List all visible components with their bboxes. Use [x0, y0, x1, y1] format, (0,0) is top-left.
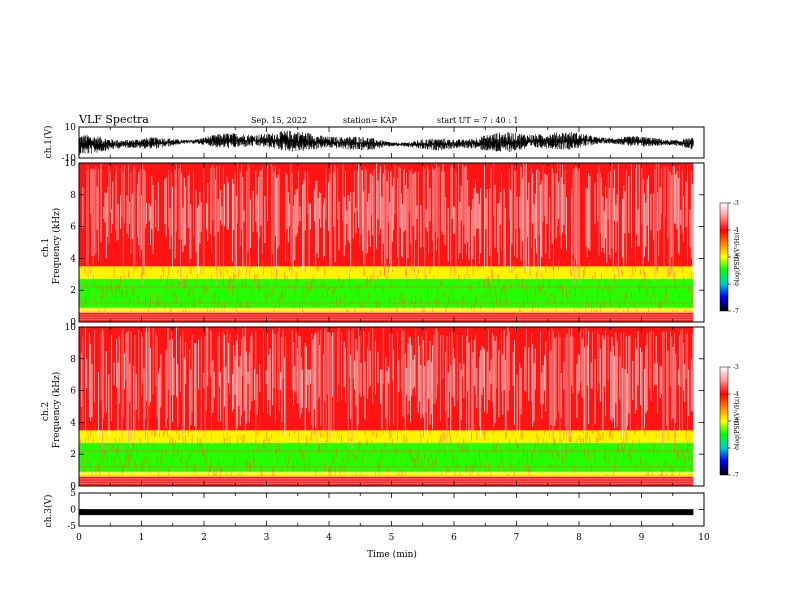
ch1-colorbar-label: log(PSD)(V²/Hz): [734, 233, 741, 282]
ch2-spectrogram-panel: 0 2 4 6 8 10: [65, 323, 705, 492]
date-label: Sep. 15, 2022: [251, 116, 307, 125]
station-label: station= KAP: [343, 116, 398, 125]
y-tick-label: 5: [70, 489, 76, 499]
colorbar-tick-label: -7: [733, 308, 739, 315]
y-tick-label: -5: [67, 522, 76, 532]
x-tick-label: 9: [639, 533, 645, 543]
ch3-waveform-trace: [79, 509, 694, 516]
y-tick-label: 4: [70, 418, 76, 428]
ch1-waveform-panel: 10 -10: [62, 123, 705, 164]
colorbar-tick-label: -3: [733, 200, 739, 207]
colorbar-tick-label: -7: [733, 472, 739, 479]
ch3-waveform-panel: 50-50 1 2 3 4 5 6 7 8 9 10: [67, 489, 710, 543]
psd-floor-band: [79, 478, 694, 486]
y-tick-label: 8: [70, 191, 76, 201]
ch2-colorbar: -3 -4 -5 -6 -7 log(PSD)(V²/Hz): [719, 364, 741, 479]
colorbar-tick-label: -6: [733, 281, 739, 288]
ch2-colorbar-label: log(PSD)(V²/Hz): [734, 397, 741, 446]
time-axis-label: Time (min): [367, 549, 417, 560]
y-tick-label: 6: [70, 387, 76, 397]
x-tick-label: 4: [326, 533, 332, 543]
colorbar-tick-label: -5: [733, 254, 739, 261]
x-tick-label: 2: [201, 533, 207, 543]
y-tick-label: 4: [70, 254, 76, 264]
ch1-spectrogram-panel: 0 2 4 6 8 10: [65, 159, 705, 328]
x-tick-label: 1: [139, 533, 145, 543]
y-tick-label: 6: [70, 223, 76, 233]
x-tick-label: 0: [76, 533, 82, 543]
colorbar-tick-label: -4: [733, 227, 739, 234]
spectrogram-streaks: [86, 163, 688, 289]
figure-title: VLF Spectra: [78, 113, 149, 126]
x-tick-label: 3: [264, 533, 270, 543]
ch1-waveform-ylabel: ch.1(V): [43, 126, 54, 159]
colorbar-tick-label: -6: [733, 445, 739, 452]
y-tick-label: 10: [65, 159, 77, 169]
colorbar-tick-label: -4: [733, 391, 739, 398]
colorbar-tick-label: -5: [733, 418, 739, 425]
y-tick-label: 0: [70, 506, 76, 516]
psd-floor-band: [79, 314, 694, 322]
ch1-spectrogram-ylabel: ch.1 Frequency (kHz): [41, 208, 62, 285]
start-time-label: start UT = 7 : 40 : 1: [437, 116, 518, 125]
y-tick-label: 2: [70, 286, 76, 296]
x-tick-label: 10: [698, 533, 710, 543]
ch2-spectrogram-ylabel: ch.2 Frequency (kHz): [41, 372, 62, 449]
y-tick-label: 10: [65, 323, 77, 333]
x-tick-label: 6: [451, 533, 457, 543]
colorbar-tick-label: -3: [733, 364, 739, 371]
spectrogram-streaks: [82, 327, 693, 454]
y-tick-label: -10: [62, 154, 77, 164]
ch3-waveform-ylabel: ch.3(V): [43, 495, 54, 528]
y-tick-label: 8: [70, 355, 76, 365]
ch1-waveform-trace: [78, 130, 694, 155]
x-tick-label: 7: [514, 533, 520, 543]
y-tick-label: 2: [70, 450, 76, 460]
x-tick-label: 8: [576, 533, 582, 543]
x-tick-label: 5: [389, 533, 395, 543]
ch1-colorbar: -3 -4 -5 -6 -7 log(PSD)(V²/Hz): [719, 200, 741, 315]
y-tick-label: 0: [70, 482, 76, 492]
y-tick-label: 0: [70, 318, 76, 328]
y-tick-label: 10: [65, 123, 77, 133]
